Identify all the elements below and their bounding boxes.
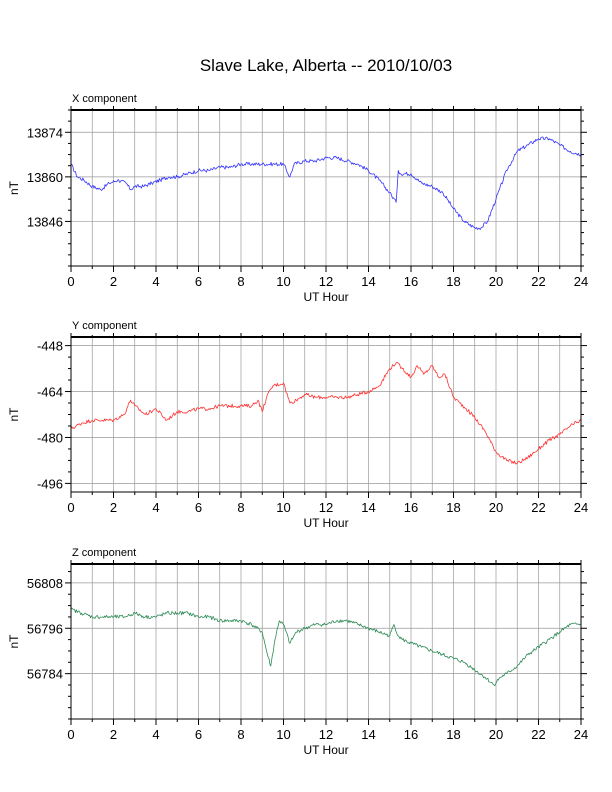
panel-1-xtick-label: 22: [531, 274, 545, 289]
panel-3-xtick-label: 18: [446, 727, 460, 742]
panel-3-xtick-label: 4: [152, 727, 159, 742]
panel-2-xtick-label: 8: [237, 500, 244, 515]
panel-1-xtick-label: 14: [361, 274, 375, 289]
panel-1-xtick-label: 18: [446, 274, 460, 289]
panel-1-xtick-label: 0: [67, 274, 74, 289]
panel-2-xtick-label: 4: [152, 500, 159, 515]
panel-3-ylabel: nT: [7, 634, 21, 649]
chart-title: Slave Lake, Alberta -- 2010/10/03: [199, 56, 453, 75]
panel-2-xtick-label: 22: [531, 500, 545, 515]
panel-3-xtick-label: 24: [574, 727, 588, 742]
panel-3-xlabel: UT Hour: [303, 743, 348, 757]
panel-3-xtick-label: 20: [489, 727, 503, 742]
panel-3-xtick-label: 12: [319, 727, 333, 742]
panel-2-series-line: [70, 361, 582, 465]
panel-3-ytick-label: 56808: [27, 576, 63, 591]
panel-1-xtick-label: 24: [574, 274, 588, 289]
panel-1-xtick-label: 2: [110, 274, 117, 289]
panel-3-ytick-label: 56784: [27, 667, 63, 682]
panel-3-xtick-label: 14: [361, 727, 375, 742]
panel-2-xtick-label: 10: [276, 500, 290, 515]
panel-2-xtick-label: 24: [574, 500, 588, 515]
panel-3-xtick-label: 22: [531, 727, 545, 742]
panel-2-xtick-label: 12: [319, 500, 333, 515]
panel-2-xtick-label: 20: [489, 500, 503, 515]
panel-3-xtick-label: 10: [276, 727, 290, 742]
panel-1-title: X component: [72, 93, 137, 105]
panel-2-ytick-label: -464: [37, 385, 63, 400]
panel-2-xtick-label: 14: [361, 500, 375, 515]
panel-3-xtick-label: 8: [237, 727, 244, 742]
panel-1-ytick-label: 13874: [27, 125, 63, 140]
panel-2-xtick-label: 6: [195, 500, 202, 515]
panel-1-xtick-label: 20: [489, 274, 503, 289]
panel-1-ytick-label: 13846: [27, 214, 63, 229]
panel-1-ylabel: nT: [7, 180, 21, 195]
panel-1-xtick-label: 12: [319, 274, 333, 289]
panel-1-xtick-label: 8: [237, 274, 244, 289]
panel-2-title: Y component: [72, 320, 137, 332]
panel-3-title: Z component: [72, 547, 136, 559]
panel-2-xtick-label: 2: [110, 500, 117, 515]
panel-1-xtick-label: 16: [404, 274, 418, 289]
panel-2-xlabel: UT Hour: [303, 516, 348, 530]
panel-2-ytick-label: -496: [37, 476, 63, 491]
panel-3-ytick-label: 56796: [27, 621, 63, 636]
panel-1-xlabel: UT Hour: [303, 290, 348, 304]
panel-1-xtick-label: 6: [195, 274, 202, 289]
panel-1-ytick-label: 13860: [27, 170, 63, 185]
panel-3-xtick-label: 2: [110, 727, 117, 742]
panel-2-ytick-label: -448: [37, 339, 63, 354]
panel-2-xtick-label: 0: [67, 500, 74, 515]
panel-3-series-line: [70, 607, 582, 687]
panel-1-xtick-label: 4: [152, 274, 159, 289]
panel-3-xtick-label: 0: [67, 727, 74, 742]
panel-1-xtick-label: 10: [276, 274, 290, 289]
panel-2-ylabel: nT: [7, 407, 21, 422]
panel-2-ytick-label: -480: [37, 430, 63, 445]
panel-1-series-line: [70, 136, 582, 230]
panel-2-xtick-label: 16: [404, 500, 418, 515]
panel-3-xtick-label: 16: [404, 727, 418, 742]
panel-2-xtick-label: 18: [446, 500, 460, 515]
panel-3-xtick-label: 6: [195, 727, 202, 742]
